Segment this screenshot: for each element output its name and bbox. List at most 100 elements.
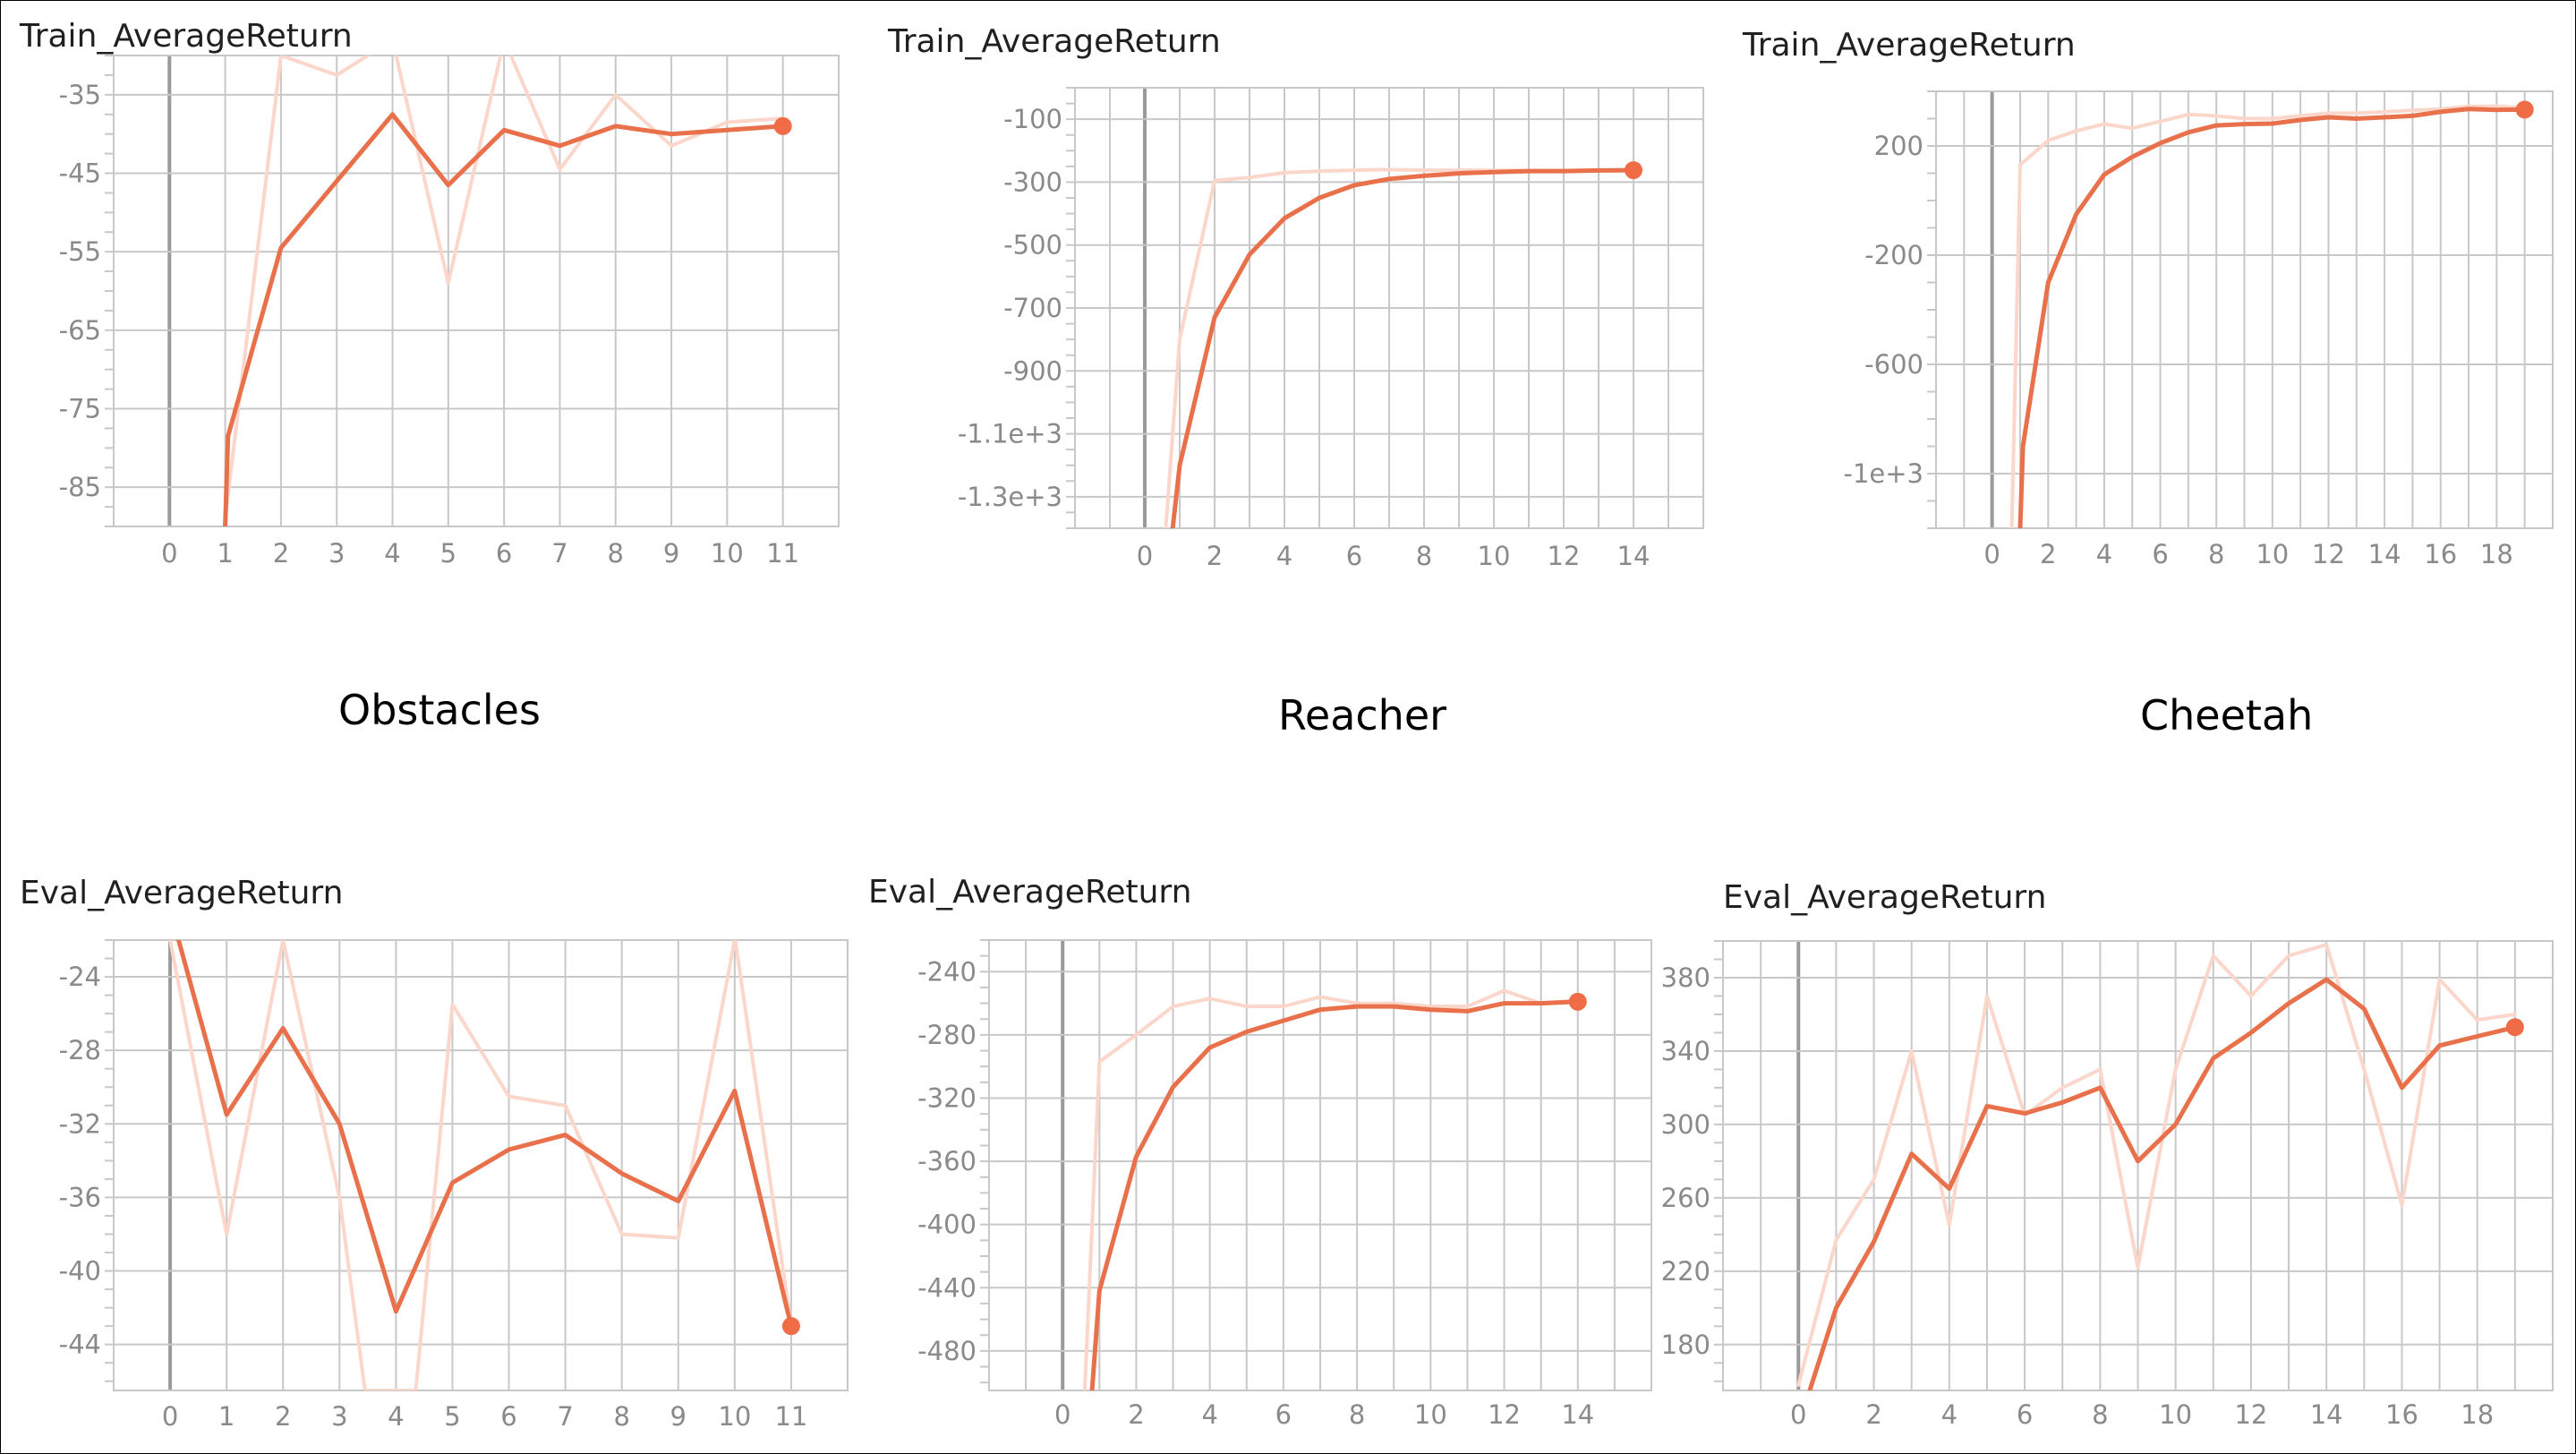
y-tick-label: -45 (59, 158, 101, 189)
y-tick-label: -240 (917, 956, 977, 987)
x-tick-label: 10 (718, 1401, 751, 1432)
x-tick-label: 1 (218, 1401, 235, 1432)
raw-series-line (1082, 988, 1580, 1390)
series-end-marker (773, 116, 792, 135)
plot-frame (113, 939, 849, 1391)
plot-frame (1722, 940, 2554, 1391)
y-tick-label: 200 (1874, 131, 1923, 161)
x-tick-label: 4 (388, 1401, 404, 1432)
x-tick-label: 6 (496, 538, 512, 569)
y-tick-label: -75 (59, 394, 101, 424)
x-tick-label: 9 (670, 1401, 687, 1432)
raw-series-line (1796, 943, 2517, 1387)
raw-series-line (223, 56, 785, 521)
y-tick-label: -40 (59, 1256, 101, 1287)
x-tick-label: 4 (384, 538, 400, 569)
x-tick-label: 7 (551, 538, 567, 569)
x-tick-label: 8 (2092, 1399, 2108, 1430)
y-tick-label: -1e+3 (1843, 458, 1923, 489)
x-tick-label: 6 (1346, 541, 1362, 571)
y-tick-label: -28 (59, 1035, 101, 1065)
series-group (168, 940, 794, 1390)
y-tick-label: -24 (59, 962, 101, 992)
smoothed-series-line (223, 112, 786, 526)
y-tick-label: -700 (1003, 293, 1062, 323)
panel-title: Train_AverageReturn (20, 18, 353, 55)
x-tick-label: 10 (2256, 539, 2289, 569)
y-tick-label: -36 (59, 1182, 101, 1212)
x-tick-label: 18 (2461, 1399, 2494, 1430)
x-tick-label: 8 (613, 1401, 629, 1432)
series-end-marker (2505, 1018, 2524, 1037)
series-group (223, 56, 786, 526)
x-tick-label: 10 (711, 538, 744, 569)
x-tick-label: 9 (663, 538, 679, 569)
y-tick-label: 180 (1661, 1330, 1710, 1360)
plot-frame (1074, 87, 1704, 529)
y-tick-label: -400 (917, 1210, 977, 1240)
x-tick-label: 8 (1416, 541, 1432, 571)
x-tick-label: 3 (328, 538, 345, 569)
x-tick-label: 2 (273, 538, 289, 569)
x-tick-label: 14 (2368, 539, 2401, 569)
y-tick-label: -1.3e+3 (958, 482, 1062, 512)
env-label-cheetah: Cheetah (2140, 691, 2314, 740)
x-tick-label: 1 (217, 538, 233, 569)
y-tick-label: 220 (1661, 1256, 1710, 1287)
x-tick-label: 0 (162, 1401, 178, 1432)
x-tick-label: 16 (2385, 1399, 2418, 1430)
x-tick-label: 14 (1561, 1399, 1594, 1430)
x-tick-label: 2 (1207, 541, 1223, 571)
y-tick-label: -480 (917, 1336, 977, 1366)
y-tick-label: -900 (1003, 355, 1062, 386)
x-tick-label: 0 (1983, 539, 2000, 569)
x-tick-label: 10 (2159, 1399, 2192, 1430)
x-tick-label: 3 (331, 1401, 347, 1432)
x-tick-label: 10 (1414, 1399, 1447, 1430)
x-tick-label: 0 (161, 538, 177, 569)
x-tick-label: 0 (1137, 541, 1153, 571)
series-end-marker (2515, 100, 2534, 119)
panel-title: Train_AverageReturn (1743, 27, 2076, 64)
y-tick-label: -65 (59, 315, 101, 346)
x-tick-label: 8 (608, 538, 624, 569)
x-tick-label: 6 (2152, 539, 2168, 569)
x-tick-label: 4 (1276, 541, 1292, 571)
y-tick-label: -320 (917, 1082, 977, 1113)
y-tick-label: -200 (1864, 240, 1923, 270)
x-tick-label: 8 (1349, 1399, 1365, 1430)
x-tick-label: 2 (1128, 1399, 1144, 1430)
plot-frame (988, 939, 1652, 1391)
y-tick-label: 300 (1661, 1109, 1710, 1140)
plot-frame (113, 55, 840, 527)
x-tick-label: 18 (2480, 539, 2513, 569)
x-tick-label: 4 (2096, 539, 2112, 569)
y-tick-label: -300 (1003, 167, 1062, 197)
x-tick-label: 16 (2424, 539, 2457, 569)
x-tick-label: 2 (2040, 539, 2056, 569)
smoothed-series-line (1807, 977, 2518, 1390)
x-tick-label: 14 (1617, 541, 1651, 571)
series-group (2009, 104, 2528, 528)
y-tick-label: -440 (917, 1272, 977, 1303)
y-tick-label: -360 (917, 1146, 977, 1176)
smoothed-series-line (176, 940, 794, 1329)
y-tick-label: -85 (59, 472, 101, 502)
x-tick-label: 6 (500, 1401, 516, 1432)
chart-reacher-train: -1.3e+3 -1.1e+3 -900 -700 -500 -300 -100 0 2 4 6 8 1… (958, 87, 1704, 571)
series-end-marker (1568, 992, 1587, 1011)
x-tick-label: 12 (1488, 1399, 1521, 1430)
y-tick-label: -600 (1864, 349, 1923, 380)
raw-series-line (168, 940, 793, 1390)
plot-frame (1935, 90, 2554, 529)
x-tick-label: 12 (2312, 539, 2345, 569)
series-group (1082, 988, 1581, 1390)
series-group (1796, 943, 2518, 1390)
chart-obstacles-eval: -44 -40 -36 -32 -28 -24 0 1 2 3 4 5 6 7 8 9 10 11 (59, 939, 849, 1432)
y-tick-label: 380 (1661, 962, 1710, 993)
panel-title: Eval_AverageReturn (1723, 879, 2047, 916)
y-tick-label: -32 (59, 1108, 101, 1139)
smoothed-series-line (2017, 107, 2528, 528)
x-tick-label: 11 (766, 538, 799, 569)
x-tick-label: 2 (275, 1401, 291, 1432)
